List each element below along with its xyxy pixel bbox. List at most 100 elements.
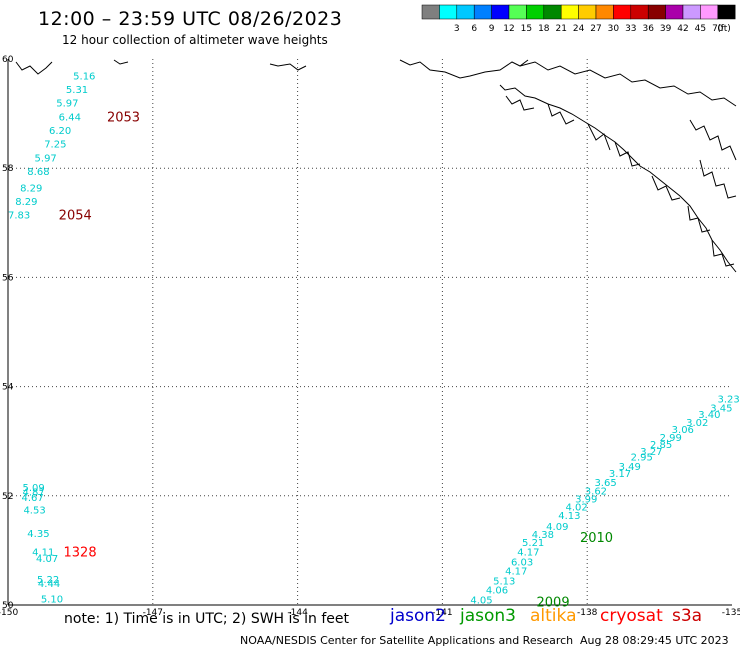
swh-label: 8.29: [15, 197, 37, 208]
map-frame: [7, 59, 732, 606]
swh-label: 2.95: [631, 452, 653, 463]
legend-label: 12: [503, 24, 514, 34]
legend-label: 9: [489, 24, 495, 34]
coastline-segment: [499, 84, 737, 273]
swh-label: 4.17: [517, 547, 539, 558]
map-subtitle: 12 hour collection of altimeter wave hei…: [62, 33, 328, 47]
legend-label: 45: [695, 24, 706, 34]
coastline-segment: [687, 205, 711, 233]
satellite-label-jason3: jason3: [460, 606, 516, 626]
swh-label: 5.97: [35, 153, 57, 164]
swh-label: 2.85: [650, 440, 672, 451]
coastline-segment: [15, 61, 53, 75]
coastline-segment: [399, 59, 529, 79]
swh-label: 6.20: [49, 126, 71, 137]
lon-tick-label: -144: [287, 608, 308, 618]
lat-tick-label: 56: [2, 273, 14, 283]
time-label: 2053: [107, 110, 140, 125]
swh-label: 3.27: [640, 447, 662, 458]
footer-note: note: 1) Time is in UTC; 2) SWH is in fe…: [64, 611, 350, 627]
swh-label: 5.97: [56, 99, 78, 110]
coastline-segment: [689, 119, 737, 161]
swh-label: 3.06: [672, 425, 694, 436]
credit-line: NOAA/NESDIS Center for Satellite Applica…: [240, 634, 574, 647]
lon-tick-label: -135: [722, 608, 740, 618]
legend-label: 15: [521, 24, 532, 34]
graticule: [8, 59, 732, 605]
satellite-label-s3a: s3a: [672, 606, 703, 626]
altimeter-track-jason3: 4.054.065.134.176.034.175.214.384.094.13…: [470, 395, 739, 611]
swh-label: 4.06: [486, 586, 508, 597]
coastline-segment: [505, 95, 535, 111]
swh-label: 6.44: [59, 112, 81, 123]
swh-label: 8.68: [27, 167, 49, 178]
time-label: 2054: [59, 209, 92, 224]
swh-label: 5.22: [37, 575, 59, 586]
swh-label: 5.21: [522, 538, 544, 549]
coastline-segment: [587, 123, 611, 151]
legend-label: 3: [454, 24, 460, 34]
swh-label: 3.62: [585, 486, 607, 497]
coastline-segment: [113, 59, 129, 65]
legend-label: 18: [538, 24, 550, 34]
swh-label: 3.65: [594, 478, 616, 489]
swh-label: 4.13: [558, 511, 580, 522]
swh-label: 4.09: [546, 522, 568, 533]
legend-label: 21: [555, 24, 566, 34]
swh-label: 3.40: [698, 410, 720, 421]
lat-tick-label: 60: [2, 55, 14, 65]
swh-label: 4.38: [532, 530, 554, 541]
swh-label: 5.13: [493, 576, 515, 587]
swh-label: 4.44: [38, 579, 60, 590]
swh-label: 2.99: [660, 433, 682, 444]
lon-tick-label: -147: [143, 608, 163, 618]
swh-label: 4.53: [23, 505, 45, 516]
coastline-segment: [699, 159, 737, 199]
satellite-label-cryosat: cryosat: [600, 606, 663, 626]
generated-timestamp: Aug 28 08:29:45 UTC 2023: [580, 634, 729, 647]
lon-tick-label: -150: [0, 608, 18, 618]
legend-label: 39: [660, 24, 672, 34]
coastline-segment: [614, 141, 641, 167]
swh-label: 8.29: [20, 183, 42, 194]
lat-tick-label: 50: [2, 601, 14, 611]
swh-label: 3.49: [619, 462, 641, 473]
coastline-segment: [547, 103, 575, 125]
legend-label: 33: [625, 24, 636, 34]
lon-tick-label: -138: [577, 608, 598, 618]
lat-tick-label: 54: [2, 383, 14, 393]
coastline: [15, 59, 737, 273]
swh-label: 7.25: [44, 140, 66, 151]
coastline-segment: [519, 61, 737, 107]
swh-label: 7.83: [8, 211, 30, 222]
altimeter-track-cryosat: 5.094.874.674.53 4.35 4.114.07 5.224.44 5.10…: [22, 483, 97, 605]
legend-label: 24: [573, 24, 585, 34]
legend-label: 6: [471, 24, 477, 34]
lat-tick-label: 52: [2, 492, 13, 502]
legend-label: 36: [642, 24, 654, 34]
legend-label: 42: [677, 24, 688, 34]
swh-label: 3.99: [575, 495, 597, 506]
altimeter-track-cryosat: 5.16 5.31 5.97 6.44 6.20 7.25 5.97 8.68 8.29 8.29…: [8, 71, 140, 223]
swh-label: 4.11: [32, 547, 54, 558]
swh-label: 4.67: [22, 493, 44, 504]
swh-label: 4.05: [470, 596, 492, 607]
swh-label: 3.45: [710, 403, 732, 414]
swh-label: 5.16: [73, 71, 95, 82]
map-title: 12:00 – 23:59 UTC 08/26/2023: [38, 8, 343, 30]
swh-label: 5.09: [22, 483, 44, 494]
swh-label: 4.17: [505, 567, 527, 578]
lon-tick-label: -141: [432, 608, 452, 618]
swh-label: 6.03: [511, 557, 533, 568]
coastline-segment: [711, 239, 735, 267]
swh-label: 3.02: [686, 418, 708, 429]
lat-tick-label: 58: [2, 164, 14, 174]
legend-label: 27: [590, 24, 601, 34]
coastline-segment: [651, 175, 681, 201]
legend-unit: (ft): [717, 24, 731, 34]
legend-label: 70: [712, 24, 724, 34]
satellite-label-altika: altika: [530, 606, 577, 626]
satellite-label-jason2: jason2: [390, 606, 446, 626]
swh-label: 5.31: [66, 85, 88, 96]
